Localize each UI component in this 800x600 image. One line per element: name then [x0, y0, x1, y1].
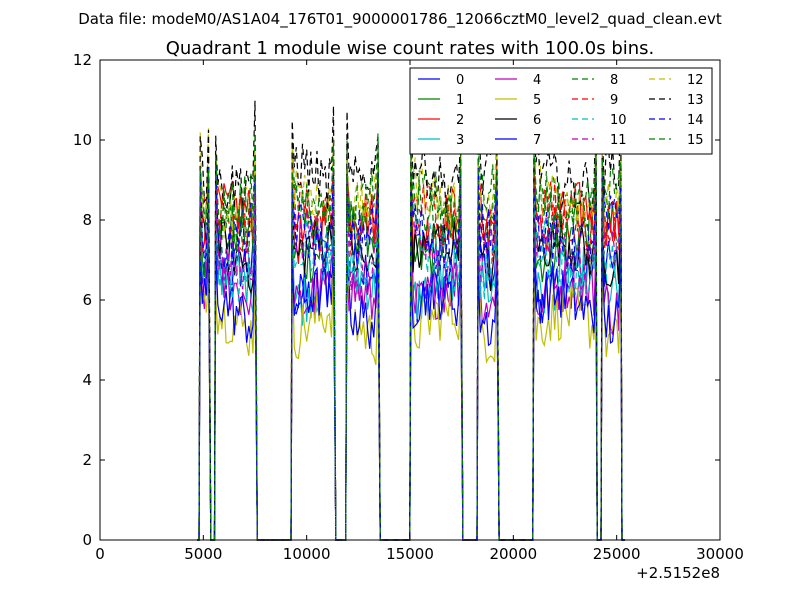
- legend-frame: [409, 67, 713, 155]
- series-line-15: [197, 133, 625, 541]
- x-offset-label: +2.5152e8: [636, 564, 720, 582]
- legend-label-11: 11: [610, 133, 627, 148]
- legend-label-2: 2: [456, 113, 464, 128]
- legend-label-15: 15: [687, 133, 704, 148]
- y-tick-label: 2: [82, 451, 92, 469]
- x-tick-label: 20000: [489, 545, 537, 563]
- y-tick-label: 6: [82, 291, 92, 309]
- series-line-7: [197, 237, 625, 541]
- legend-label-0: 0: [456, 73, 464, 88]
- legend-label-1: 1: [456, 93, 464, 108]
- legend-label-4: 4: [533, 73, 541, 88]
- series-line-9: [197, 153, 625, 541]
- legend-label-9: 9: [610, 93, 618, 108]
- series-line-11: [197, 176, 625, 541]
- series-lines: [197, 100, 625, 541]
- x-axis: 0 5000 10000 15000 20000 25000 30000: [95, 60, 744, 563]
- x-tick-label: 0: [95, 545, 105, 563]
- x-tick-label: 30000: [696, 545, 744, 563]
- legend-label-7: 7: [533, 133, 541, 148]
- y-tick-label: 0: [82, 531, 92, 549]
- x-tick-label: 10000: [283, 545, 331, 563]
- legend-label-13: 13: [687, 93, 704, 108]
- y-tick-label: 8: [82, 211, 92, 229]
- x-tick-label: 25000: [593, 545, 641, 563]
- legend-label-6: 6: [533, 113, 541, 128]
- y-tick-label: 10: [73, 131, 92, 149]
- series-line-8: [197, 140, 625, 541]
- x-tick-label: 15000: [386, 545, 434, 563]
- legend-label-3: 3: [456, 133, 464, 148]
- chart-suptitle: Data file: modeM0/AS1A04_176T01_90000017…: [78, 10, 722, 29]
- y-tick-label: 4: [82, 371, 92, 389]
- legend-label-14: 14: [687, 113, 704, 128]
- legend-label-12: 12: [687, 73, 704, 88]
- y-tick-label: 12: [73, 51, 92, 69]
- legend-label-10: 10: [610, 113, 627, 128]
- series-line-5: [197, 259, 625, 541]
- chart-title: Quadrant 1 module wise count rates with …: [166, 38, 655, 59]
- legend-label-5: 5: [533, 93, 541, 108]
- series-line-14: [197, 166, 625, 541]
- legend-label-8: 8: [610, 73, 618, 88]
- x-tick-label: 5000: [184, 545, 222, 563]
